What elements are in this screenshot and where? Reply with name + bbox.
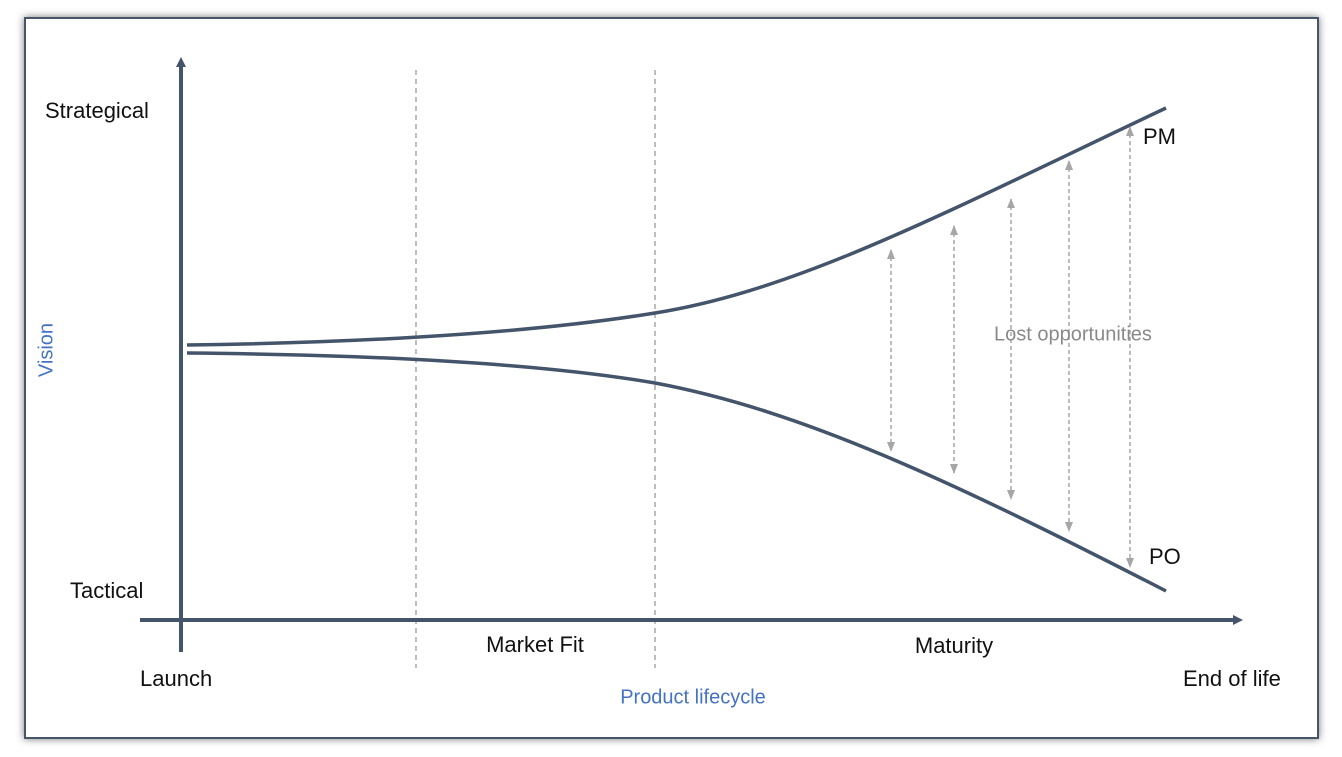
po-curve [186,351,1167,593]
y-title: Vision [35,323,57,377]
curve-label: PO [1149,544,1181,569]
y-bottom-label: Tactical [70,578,143,603]
curve-label: PM [1143,124,1176,149]
y-top-label: Strategical [45,98,149,123]
gap-arrows [887,126,1134,568]
phase-label: Maturity [915,633,993,658]
phase-label: Market Fit [486,632,584,657]
pm-curve [186,106,1167,347]
x-start-label: Launch [140,666,212,691]
x-title: Product lifecycle [620,686,766,708]
x-end-label: End of life [1183,666,1281,691]
annotation: Lost opportunities [994,323,1152,345]
